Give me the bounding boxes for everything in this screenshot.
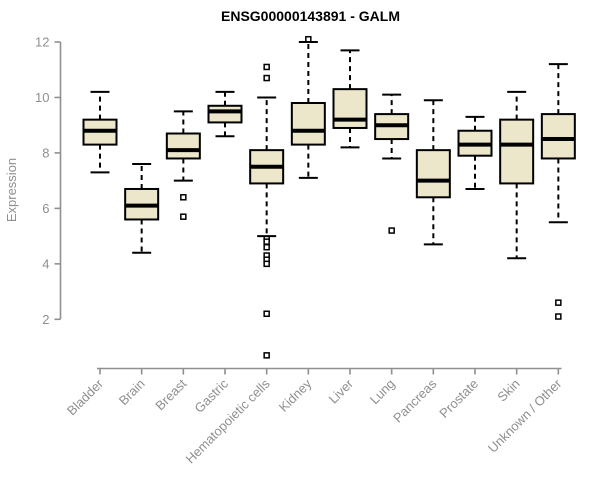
box-kidney (290, 35, 326, 179)
box-breast (165, 110, 201, 220)
iqr-box (332, 88, 368, 129)
iqr-box (540, 113, 576, 160)
box-prostate (457, 115, 493, 190)
box-gastric (207, 90, 243, 138)
box-skin (499, 90, 535, 260)
x-tick-label-liver: Liver (326, 376, 357, 407)
outlier-point (263, 260, 270, 268)
iqr-box (165, 132, 201, 160)
box-liver (332, 49, 368, 149)
outlier-point (263, 310, 270, 318)
outlier-point (263, 352, 270, 359)
x-tick-label-brain: Brain (116, 376, 148, 408)
x-tick-label-prostate: Prostate (436, 376, 481, 421)
y-tick-label: 12 (35, 35, 49, 50)
outlier-point (388, 227, 395, 234)
x-tick-label-unknown-other: Unknown / Other (485, 376, 565, 456)
outlier-point (555, 299, 562, 306)
y-tick-label: 8 (42, 145, 49, 160)
y-tick-label: 6 (42, 201, 49, 216)
chart-title: ENSG00000143891 - GALM (221, 8, 400, 24)
box-pancreas (415, 99, 451, 246)
box-bladder (82, 90, 118, 174)
iqr-box (207, 104, 243, 124)
box-unknown-other (540, 63, 576, 320)
x-tick-label-kidney: Kidney (276, 376, 315, 415)
y-tick-label: 4 (42, 256, 49, 271)
outlier-point (305, 35, 312, 43)
y-tick-label: 2 (42, 312, 49, 327)
y-axis-title: Expression (4, 158, 19, 222)
box-lung (374, 93, 410, 234)
iqr-box (499, 118, 535, 185)
x-tick-label-skin: Skin (494, 376, 522, 404)
outlier-point (263, 238, 270, 245)
x-tick-label-pancreas: Pancreas (390, 376, 440, 426)
outlier-point (263, 74, 270, 82)
box-brain (124, 163, 160, 254)
outlier-point (263, 243, 270, 251)
outlier-point (555, 313, 562, 320)
y-tick-label: 10 (35, 90, 49, 105)
x-tick-label-bladder: Bladder (64, 376, 107, 419)
x-tick-label-breast: Breast (152, 376, 189, 413)
box-hematopoietic-cells (249, 63, 285, 359)
iqr-box (415, 149, 451, 199)
iqr-box (290, 102, 326, 146)
x-tick-label-lung: Lung (367, 376, 398, 407)
outlier-point (180, 213, 187, 220)
outlier-point (180, 194, 187, 201)
outlier-point (263, 63, 270, 71)
x-tick-label-gastric: Gastric (191, 376, 231, 416)
